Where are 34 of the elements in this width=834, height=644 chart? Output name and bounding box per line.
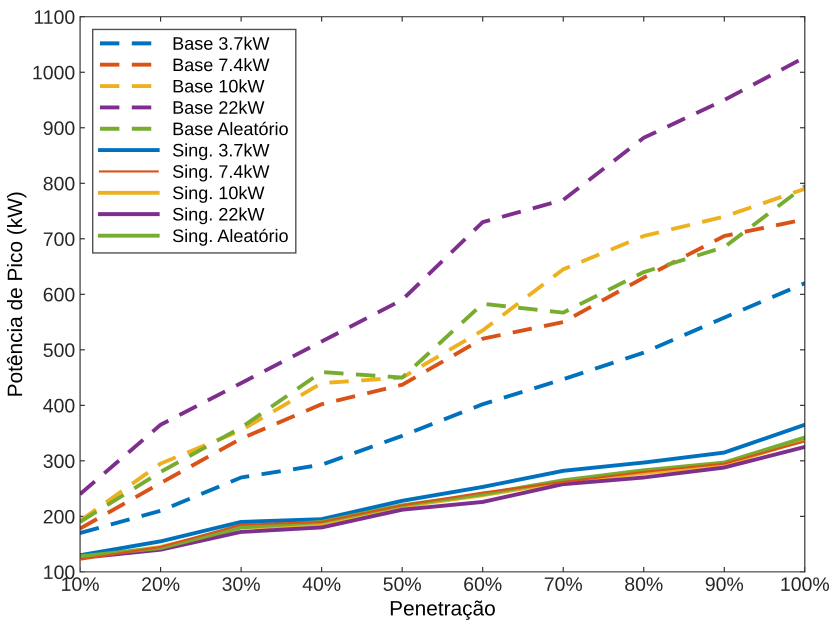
y-axis-title: Potência de Pico (kW): [6, 192, 26, 396]
legend-label: Base Aleatório: [174, 122, 288, 136]
x-tick-label: 50%: [383, 577, 421, 592]
line-series: [80, 281, 805, 535]
y-tick-label: 900: [44, 121, 74, 136]
x-tick-label: 60%: [464, 577, 502, 592]
x-tick-label: 80%: [625, 577, 663, 592]
y-tick-label: 200: [44, 510, 74, 524]
legend-label: Base 22kW: [174, 100, 264, 114]
legend-label: Sing. 3.7kW: [172, 143, 270, 160]
x-tick-label: 10%: [62, 577, 99, 592]
y-tick-label: 1100: [34, 10, 74, 24]
x-tick-label: 70%: [544, 577, 582, 592]
y-tick-label: 300: [44, 454, 74, 468]
y-tick-label: 700: [44, 232, 74, 246]
legend-label: Sing. Aleatório: [172, 228, 288, 246]
y-tick-label: 1000: [33, 66, 74, 80]
legend-label: Sing. 7.4kW: [172, 164, 270, 182]
y-tick-label: 100: [44, 565, 74, 580]
y-tick-label: 400: [43, 398, 74, 413]
x-tick-label: 100%: [781, 577, 829, 592]
y-tick-label: 500: [44, 343, 74, 358]
x-tick-label: 20%: [142, 577, 180, 592]
legend-label: Base 3.7kW: [174, 36, 270, 50]
x-tick-label: 40%: [302, 577, 340, 592]
y-tick-label: 600: [44, 288, 74, 302]
legend-label: Base 7.4kW: [174, 58, 270, 72]
legend-label: Base 10kW: [174, 79, 264, 93]
y-tick-label: 800: [44, 176, 74, 191]
x-tick-label: 90%: [706, 577, 744, 592]
x-tick-label: 30%: [222, 577, 260, 592]
x-axis-title: Penetração: [390, 600, 495, 620]
legend-label: Sing. 10kW: [172, 186, 264, 203]
legend-label: Sing. 22kW: [172, 207, 264, 224]
